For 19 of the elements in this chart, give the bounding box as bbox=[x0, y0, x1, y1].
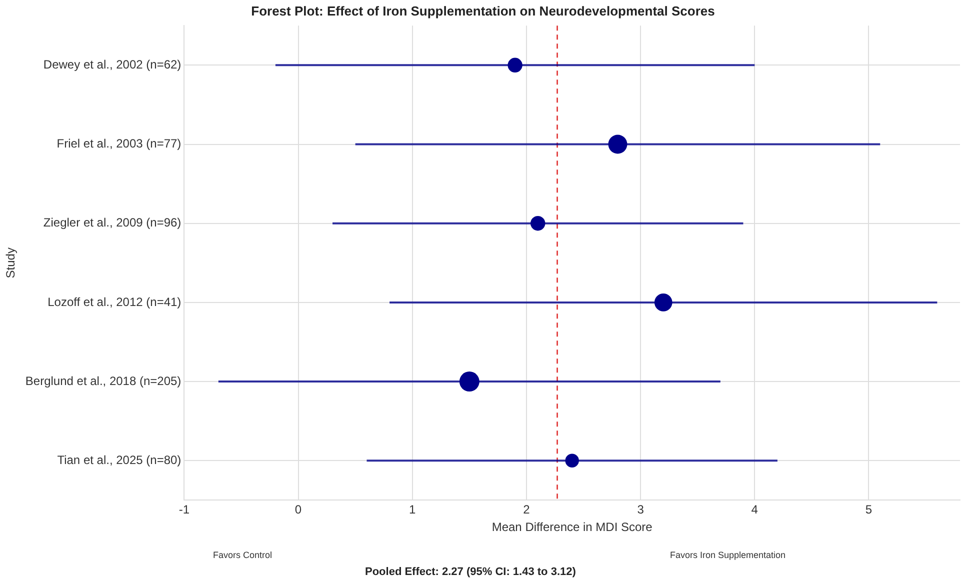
x-tick-label: 1 bbox=[409, 502, 416, 517]
x-tick-label: 5 bbox=[865, 502, 872, 517]
x-tick-label: 4 bbox=[751, 502, 758, 517]
chart-title: Forest Plot: Effect of Iron Supplementation on Neurodevelopmental Scores bbox=[251, 3, 715, 18]
x-tick-label: 2 bbox=[523, 502, 530, 517]
text: Favors Control bbox=[213, 550, 272, 560]
x-tick-label: 3 bbox=[637, 502, 644, 517]
y-tick-label: Friel et al., 2003 (n=77) bbox=[56, 136, 182, 151]
y-tick-label: Berglund et al., 2018 (n=205) bbox=[25, 374, 182, 388]
x-axis-title: Mean Difference in MDI Score bbox=[492, 520, 653, 534]
y-tick-label: Ziegler et al., 2009 (n=96) bbox=[43, 216, 182, 230]
text: Pooled Effect: 2.27 (95% CI: 1.43 to 3.12) bbox=[365, 566, 576, 578]
y-tick-label: Lozoff et al., 2012 (n=41) bbox=[48, 294, 182, 309]
text: Favors Iron Supplementation bbox=[670, 550, 786, 560]
y-tick-label: Tian et al., 2025 (n=80) bbox=[57, 452, 182, 467]
y-axis-title: Study bbox=[4, 248, 18, 278]
x-tick-label: 0 bbox=[294, 502, 302, 517]
y-tick-label: Dewey et al., 2002 (n=62) bbox=[43, 57, 182, 72]
x-tick-label: -1 bbox=[178, 502, 190, 517]
